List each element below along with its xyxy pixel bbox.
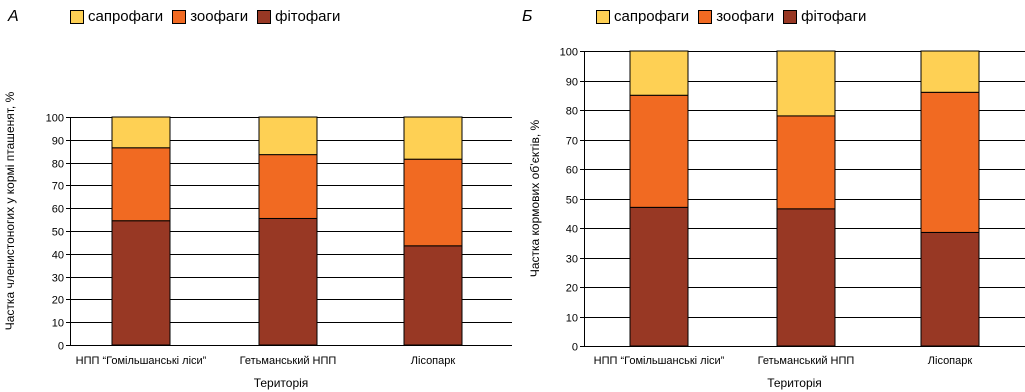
legend-label-phytophages: фітофаги [275,8,341,25]
bar-segment-зоофаги [403,158,463,247]
legend-swatch-saprophages [70,9,84,24]
bar-segment-фітофаги [111,220,171,346]
x-axis-title: Територія [254,376,309,390]
bar-segment-фітофаги [258,217,318,346]
y-axis-title: Частка кормових об’єктів, % [528,119,542,277]
y-tick-label: 90 [52,136,64,148]
legend-item-zoophages: зоофаги [172,8,248,25]
x-category-label: НПП “Гомільшанські ліси” [594,355,725,367]
legend-label-saprophages: сапрофаги [88,8,164,25]
y-tick-label: 20 [52,295,64,307]
y-tick-label: 60 [52,204,64,216]
y-tick-label: 50 [52,227,64,239]
panel-label: Б [522,8,533,25]
y-tick-label: 80 [566,106,578,118]
y-tick-label: 70 [52,181,64,193]
y-tick-label: 100 [560,47,578,59]
y-tick-label: 30 [566,254,578,266]
chart-panel-a: А сапрофаги зоофаги фітофаги 0 10 20 30 40 50… [0,0,512,392]
bar-segment-сапрофаги [111,116,171,149]
bar-segment-зоофаги [111,147,171,222]
x-category-label: Гетьманський НПП [240,355,337,367]
y-tick-label: 40 [52,250,64,262]
y-tick-label: 40 [566,224,578,236]
bar-segment-сапрофаги [403,116,463,160]
legend-item-saprophages: сапрофаги [70,8,163,25]
bar-segment-зоофаги [776,115,836,210]
y-tick-label: 60 [566,165,578,177]
x-category-label: Лісопарк [928,355,973,367]
bars [629,50,980,347]
legend-label-zoophages: зоофаги [190,8,249,25]
legend-label-saprophages: сапрофаги [614,8,690,25]
bar-segment-фітофаги [776,208,836,347]
legend-swatch-phytophages [783,9,798,24]
bar-segment-сапрофаги [920,50,980,93]
y-tick-label: 20 [566,283,578,295]
y-tick-label: 80 [52,159,64,171]
legend: сапрофаги зоофаги фітофаги [70,8,349,25]
bar-segment-фітофаги [920,231,980,347]
y-tick-label: 0 [572,342,578,354]
x-axis-categories: НПП “Гомільшанські ліси” Гетьманський НПП… [76,355,456,367]
bar-segment-фітофаги [629,206,689,347]
legend-item-zoophages: зоофаги [698,8,774,25]
bar-segment-зоофаги [629,94,689,208]
y-axis-title: Частка членистоногих у кормі пташенят, % [3,91,17,330]
legend: сапрофаги зоофаги фітофаги [596,8,875,25]
legend-swatch-phytophages [257,9,272,24]
x-category-label: Лісопарк [411,355,456,367]
bar-segment-сапрофаги [629,50,689,96]
bars [111,116,463,346]
legend-swatch-saprophages [596,9,610,24]
bar-segment-зоофаги [258,154,318,219]
y-tick-label: 90 [566,77,578,89]
legend-item-saprophages: сапрофаги [596,8,689,25]
y-tick-label: 50 [566,195,578,207]
stacked-bar-chart-b: 0 10 20 30 40 50 60 70 80 90 100 НПП “Гомільшанські… [528,47,1025,390]
legend-item-phytophages: фітофаги [783,8,866,25]
x-category-label: НПП “Гомільшанські ліси” [76,355,207,367]
chart-panel-b: Б сапрофаги зоофаги фітофаги 0 10 20 30 40 50… [513,0,1025,392]
bar-segment-зоофаги [920,91,980,233]
x-axis-title: Територія [767,376,822,390]
panel-label: А [8,8,19,25]
y-tick-label: 10 [52,318,64,330]
y-tick-label: 10 [566,313,578,325]
legend-label-phytophages: фітофаги [801,8,867,25]
stacked-bar-chart-a: 0 10 20 30 40 50 60 70 80 90 100 НПП “Гомільшанські… [3,91,512,390]
x-axis-categories: НПП “Гомільшанські ліси” Гетьманський НПП… [594,355,973,367]
y-axis-ticks: 0 10 20 30 40 50 60 70 80 90 100 [560,47,584,354]
legend-item-phytophages: фітофаги [257,8,340,25]
bar-segment-сапрофаги [776,50,836,117]
legend-swatch-zoophages [172,9,187,24]
y-tick-label: 70 [566,136,578,148]
y-axis-ticks: 0 10 20 30 40 50 60 70 80 90 100 [46,113,70,353]
x-category-label: Гетьманський НПП [758,355,855,367]
bar-segment-фітофаги [403,245,463,346]
bar-segment-сапрофаги [258,116,318,156]
legend-swatch-zoophages [698,9,713,24]
y-tick-label: 100 [46,113,64,125]
legend-label-zoophages: зоофаги [716,8,775,25]
y-tick-label: 30 [52,273,64,285]
y-tick-label: 0 [58,341,64,353]
